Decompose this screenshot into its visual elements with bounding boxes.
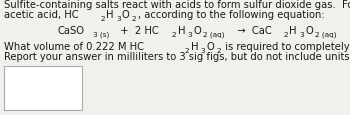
Text: 2: 2 [185,48,189,54]
Text: , according to the following equation:: , according to the following equation: [138,10,324,20]
Text: O: O [305,26,313,36]
Text: 2: 2 [132,16,136,22]
Text: What volume of 0.222 M HC: What volume of 0.222 M HC [4,42,144,52]
Text: 2: 2 [284,32,288,38]
Text: 2 (aq): 2 (aq) [315,32,337,38]
Text: 2: 2 [100,16,105,22]
Text: acetic acid, HC: acetic acid, HC [4,10,79,20]
Text: O: O [122,10,130,20]
Text: +  SO: + SO [343,26,350,36]
Text: O: O [193,26,201,36]
Text: 3: 3 [200,48,205,54]
Text: →  CaC: → CaC [231,26,272,36]
Text: is required to completely react with 4.471 g of calcium sulfite?: is required to completely react with 4.4… [222,42,350,52]
Text: Sulfite-containing salts react with acids to form sulfur dioxide gas.  For examp: Sulfite-containing salts react with acid… [4,0,350,10]
Text: Report your answer in milliliters to 3 sig figs, but do not include units in you: Report your answer in milliliters to 3 s… [4,52,350,61]
Text: 3 (s): 3 (s) [93,32,109,38]
Text: H: H [106,10,114,20]
Text: 2: 2 [216,48,221,54]
Text: H: H [177,26,185,36]
Text: 3: 3 [187,32,192,38]
Text: 3: 3 [116,16,120,22]
Text: H: H [289,26,297,36]
Text: H: H [191,42,198,52]
Text: CaSO: CaSO [58,26,85,36]
Text: O: O [206,42,214,52]
Text: 3: 3 [299,32,304,38]
Bar [4,66,82,110]
Text: +  2 HC: + 2 HC [114,26,159,36]
Text: 2 (aq): 2 (aq) [203,32,225,38]
Text: 2: 2 [172,32,176,38]
